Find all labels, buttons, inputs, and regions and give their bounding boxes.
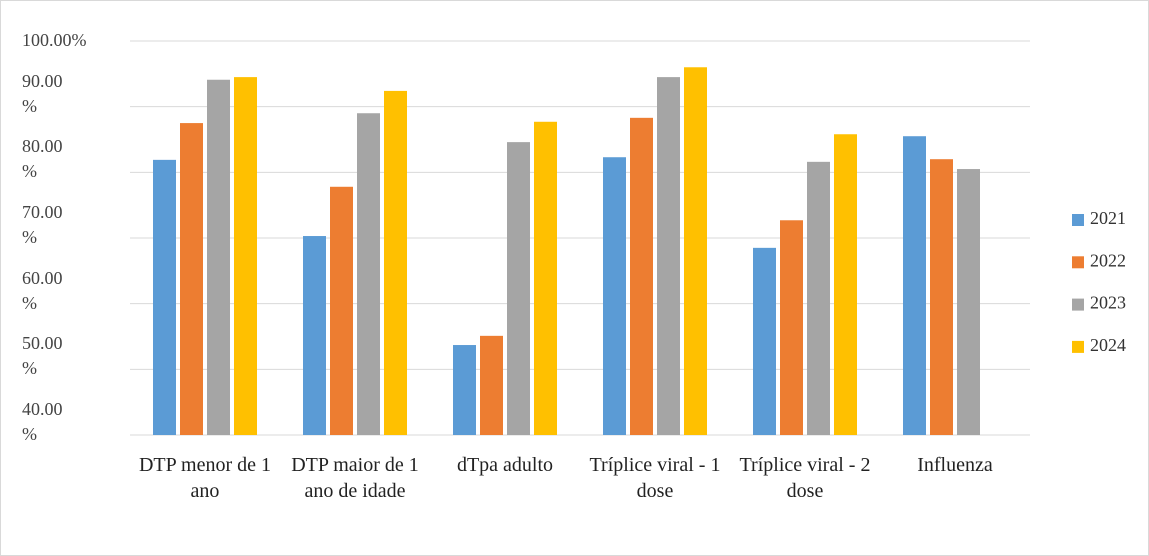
bar (207, 79, 230, 435)
x-tick-label-box: DTP menor de 1 ano (138, 454, 271, 502)
bar (234, 77, 257, 435)
bar (903, 136, 926, 435)
bar (180, 123, 203, 435)
legend-label: 2023 (1090, 293, 1126, 313)
bar (357, 113, 380, 435)
bar (930, 159, 953, 435)
bar (834, 134, 857, 435)
bar (807, 161, 830, 435)
bar (330, 186, 353, 435)
bar (507, 142, 530, 436)
x-tick-label: DTP maior de 1 ano de idade (291, 454, 419, 502)
bar (453, 345, 476, 435)
legend-swatch (1072, 256, 1084, 269)
x-tick-label: Tríplice viral - 2 dose (739, 454, 871, 502)
x-tick-label-box: Tríplice viral - 2 dose (739, 454, 871, 502)
y-tick-label: 90.00 % (22, 70, 63, 116)
y-tick-label: 60.00 % (22, 267, 63, 313)
legend-label: 2021 (1090, 208, 1126, 228)
x-tick-label: Influenza (917, 454, 993, 476)
x-tick-label-box: DTP maior de 1 ano de idade (291, 454, 419, 502)
y-tick-label-box: 100.00% (22, 30, 87, 50)
legend-swatch (1072, 214, 1084, 226)
bar (630, 117, 653, 435)
x-tick-label: dTpa adulto (456, 454, 554, 476)
y-tick-label-box: 40.00 % (22, 399, 63, 444)
bar (780, 220, 803, 435)
legend-label: 2024 (1090, 335, 1126, 355)
bar (603, 157, 626, 436)
bar (303, 236, 326, 435)
bar (957, 169, 980, 436)
bar (153, 159, 176, 435)
y-tick-label: 100.00% (22, 30, 87, 50)
x-tick-label: Tríplice viral - 1 dose (589, 454, 721, 502)
bar (480, 335, 503, 435)
y-tick-label: 50.00 % (22, 333, 63, 379)
y-tick-label-box: 60.00 % (22, 268, 63, 313)
y-tick-label: 70.00 % (22, 202, 63, 247)
legend-swatch (1072, 298, 1084, 311)
x-tick-label-box: Influenza (917, 454, 993, 476)
y-tick-label: 80.00 % (22, 136, 63, 182)
y-tick-label-box: 50.00 % (22, 333, 63, 378)
x-tick-label: DTP menor de 1 ano (138, 454, 271, 502)
legend-label: 2022 (1090, 250, 1126, 270)
bar (657, 77, 680, 435)
y-tick-label-box: 70.00 % (22, 202, 63, 247)
y-tick-label-box: 80.00 % (22, 136, 63, 181)
x-tick-label-box: Tríplice viral - 1 dose (589, 454, 721, 502)
legend-swatch (1072, 340, 1084, 353)
x-tick-label-box: dTpa adulto (456, 454, 554, 476)
bar (534, 121, 557, 436)
bar (684, 67, 707, 436)
bar (384, 90, 407, 435)
y-tick-label-box: 90.00 % (22, 71, 63, 116)
y-tick-label: 40.00 % (22, 399, 63, 444)
bar (753, 247, 776, 435)
